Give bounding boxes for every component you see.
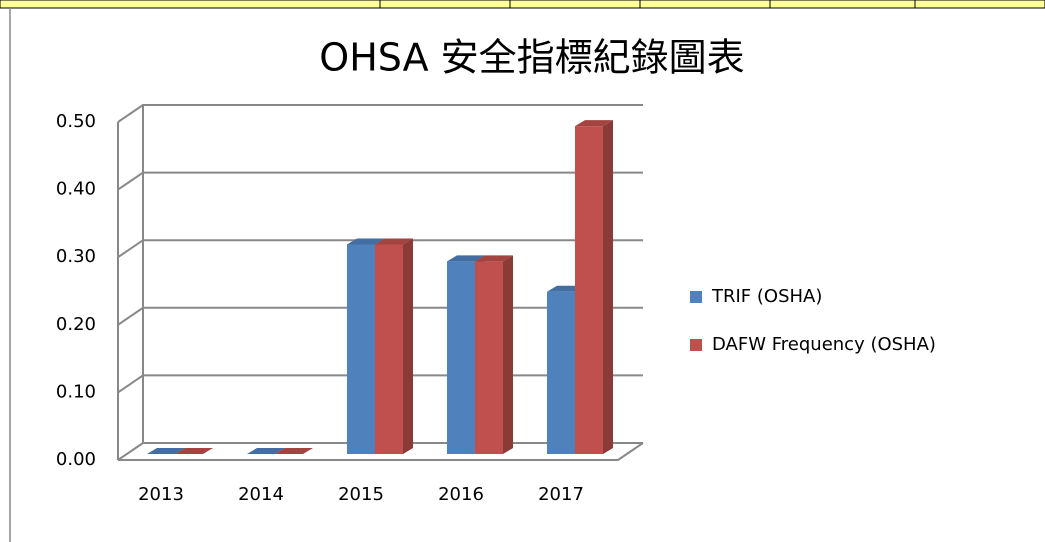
bar — [375, 244, 403, 454]
legend-swatch — [690, 291, 702, 303]
bar-top — [247, 448, 285, 454]
x-tick-label: 2015 — [338, 484, 384, 505]
y-tick-label: 0.20 — [56, 314, 96, 335]
x-tick-label: 2017 — [538, 484, 584, 505]
bar-side — [503, 255, 513, 454]
bar-side — [603, 120, 613, 454]
y-tick-label: 0.30 — [56, 246, 96, 267]
bar-top — [275, 448, 313, 454]
bar — [447, 261, 475, 454]
legend-label: DAFW Frequency (OSHA) — [712, 334, 936, 355]
floor — [118, 442, 644, 461]
grid-line — [117, 239, 643, 259]
grid-line — [117, 104, 643, 123]
bar-side — [403, 238, 413, 454]
grid-line — [117, 171, 643, 191]
bar — [547, 291, 575, 454]
legend-swatch — [690, 339, 702, 351]
bar-top — [175, 448, 213, 454]
bar-top — [475, 255, 513, 262]
bar — [575, 126, 603, 454]
legend-label: TRIF (OSHA) — [711, 286, 822, 307]
bar-top — [147, 448, 185, 454]
chart-title: OHSA 安全指標紀錄圖表 — [319, 36, 744, 80]
x-tick-label: 2016 — [438, 484, 484, 505]
bar-top — [347, 238, 385, 245]
bar-top — [375, 238, 413, 245]
y-tick-label: 0.50 — [56, 111, 96, 132]
bar — [475, 261, 503, 454]
bar-top — [575, 120, 613, 127]
table-row — [0, 0, 1045, 9]
table-cell-borders — [379, 0, 916, 8]
bar — [347, 244, 375, 454]
y-tick-label: 0.10 — [56, 381, 96, 402]
x-tick-label: 2014 — [238, 484, 284, 505]
y-tick-label: 0.00 — [56, 449, 96, 470]
y-tick-label: 0.40 — [56, 179, 96, 200]
x-tick-label: 2013 — [138, 484, 184, 505]
bar-top — [447, 255, 485, 262]
